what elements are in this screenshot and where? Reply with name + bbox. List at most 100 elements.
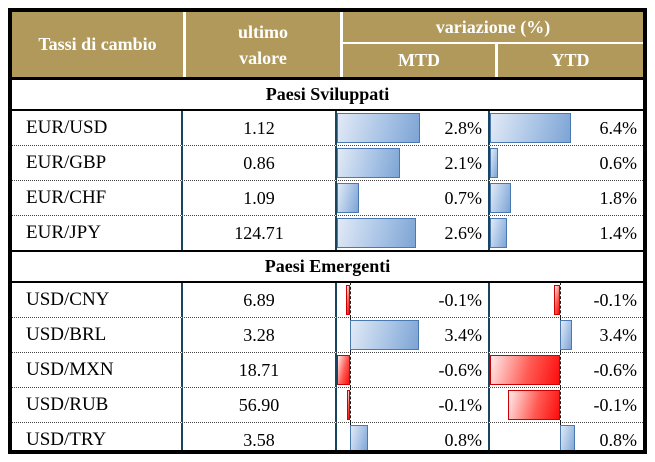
mtd-cell: -0.1% xyxy=(337,387,490,423)
ytd-value: 1.4% xyxy=(599,222,638,243)
ytd-data-bar xyxy=(490,218,507,248)
currency-pair: USD/TRY xyxy=(12,423,183,450)
mtd-value: -0.1% xyxy=(438,394,483,415)
exchange-rates-table: Tassi di cambio ultimo valore variazione… xyxy=(8,8,647,454)
table-row: USD/BRL 3.28 3.4% 3.4% xyxy=(12,317,643,353)
ytd-data-bar xyxy=(490,183,512,213)
table-row: USD/RUB 56.90 -0.1% -0.1% xyxy=(12,387,643,423)
ytd-data-bar xyxy=(490,355,561,385)
mtd-cell: 0.8% xyxy=(337,422,490,450)
mtd-cell: 0.7% xyxy=(337,181,490,215)
mtd-value: 2.8% xyxy=(444,117,483,138)
ytd-cell: 1.4% xyxy=(490,216,643,250)
header-change-group: variazione (%) MTD YTD xyxy=(343,12,643,77)
mtd-data-bar xyxy=(337,218,416,248)
currency-pair: EUR/GBP xyxy=(12,146,183,180)
mtd-value: 2.6% xyxy=(444,222,483,243)
mtd-data-bar xyxy=(337,183,359,213)
currency-pair: EUR/USD xyxy=(12,111,183,145)
mtd-value: -0.1% xyxy=(438,289,483,310)
table-row: EUR/USD 1.12 2.8% 6.4% xyxy=(12,111,643,145)
header-change-label: variazione (%) xyxy=(343,12,643,44)
ytd-cell: 0.8% xyxy=(490,422,643,450)
mtd-data-bar xyxy=(349,425,368,450)
ytd-cell: -0.1% xyxy=(490,387,643,423)
zero-axis xyxy=(349,387,351,423)
mtd-data-bar xyxy=(337,148,401,178)
ytd-data-bar xyxy=(554,285,561,315)
header-last-value-line1: ultimo xyxy=(237,21,288,42)
ytd-value: 6.4% xyxy=(599,117,638,138)
last-value: 56.90 xyxy=(183,388,337,422)
ytd-data-bar xyxy=(560,320,572,350)
section-title-developed: Paesi Sviluppati xyxy=(12,80,643,111)
mtd-data-bar xyxy=(337,113,421,143)
ytd-cell: 3.4% xyxy=(490,317,643,353)
table-row: EUR/CHF 1.09 0.7% 1.8% xyxy=(12,180,643,215)
last-value: 1.09 xyxy=(183,181,337,215)
ytd-value: -0.6% xyxy=(593,359,638,380)
zero-axis xyxy=(349,352,351,388)
ytd-data-bar xyxy=(508,390,561,420)
section-title-emerging: Paesi Emergenti xyxy=(12,250,643,283)
ytd-value: 0.8% xyxy=(599,429,638,450)
mtd-cell: 2.1% xyxy=(337,146,490,180)
header-last-value-line2: valore xyxy=(239,47,287,68)
ytd-value: 3.4% xyxy=(599,324,638,345)
ytd-value: 1.8% xyxy=(599,187,638,208)
zero-axis xyxy=(349,282,351,318)
last-value: 124.71 xyxy=(183,216,337,250)
ytd-cell: 0.6% xyxy=(490,146,643,180)
last-value: 3.28 xyxy=(183,318,337,352)
mtd-cell: -0.1% xyxy=(337,282,490,318)
currency-pair: EUR/JPY xyxy=(12,216,183,250)
currency-pair: USD/CNY xyxy=(12,283,183,317)
mtd-cell: 2.8% xyxy=(337,111,490,145)
mtd-value: -0.6% xyxy=(438,359,483,380)
mtd-data-bar xyxy=(346,285,350,315)
table-row: USD/TRY 3.58 0.8% 0.8% xyxy=(12,422,643,450)
ytd-value: -0.1% xyxy=(593,394,638,415)
ytd-cell: 1.8% xyxy=(490,181,643,215)
header-change-subrow: MTD YTD xyxy=(343,44,643,77)
header-title: Tassi di cambio xyxy=(12,12,186,77)
ytd-cell: 6.4% xyxy=(490,111,643,145)
table-row: USD/CNY 6.89 -0.1% -0.1% xyxy=(12,282,643,318)
mtd-cell: -0.6% xyxy=(337,352,490,388)
ytd-data-bar xyxy=(560,425,575,450)
currency-pair: USD/BRL xyxy=(12,318,183,352)
mtd-data-bar xyxy=(349,320,420,350)
mtd-data-bar xyxy=(346,390,350,420)
currency-pair: EUR/CHF xyxy=(12,181,183,215)
mtd-value: 0.7% xyxy=(444,187,483,208)
table-row: USD/MXN 18.71 -0.6% -0.6% xyxy=(12,352,643,388)
table-row: EUR/JPY 124.71 2.6% 1.4% xyxy=(12,215,643,250)
ytd-value: 0.6% xyxy=(599,152,638,173)
mtd-value: 3.4% xyxy=(444,324,483,345)
last-value: 1.12 xyxy=(183,111,337,145)
ytd-data-bar xyxy=(490,148,499,178)
last-value: 6.89 xyxy=(183,283,337,317)
table-header: Tassi di cambio ultimo valore variazione… xyxy=(12,12,643,80)
header-last-value: ultimo valore xyxy=(186,12,343,77)
zero-axis xyxy=(560,282,562,318)
header-ytd: YTD xyxy=(551,50,590,70)
table-row: EUR/GBP 0.86 2.1% 0.6% xyxy=(12,145,643,180)
header-mtd: MTD xyxy=(343,44,498,77)
currency-pair: USD/MXN xyxy=(12,353,183,387)
mtd-value: 0.8% xyxy=(444,429,483,450)
last-value: 18.71 xyxy=(183,353,337,387)
ytd-cell: -0.6% xyxy=(490,352,643,388)
mtd-data-bar xyxy=(337,355,350,385)
zero-axis xyxy=(560,352,562,388)
ytd-cell: -0.1% xyxy=(490,282,643,318)
last-value: 3.58 xyxy=(183,423,337,450)
mtd-cell: 2.6% xyxy=(337,216,490,250)
zero-axis xyxy=(560,387,562,423)
ytd-data-bar xyxy=(490,113,572,143)
currency-pair: USD/RUB xyxy=(12,388,183,422)
last-value: 0.86 xyxy=(183,146,337,180)
ytd-value: -0.1% xyxy=(593,289,638,310)
mtd-value: 2.1% xyxy=(444,152,483,173)
